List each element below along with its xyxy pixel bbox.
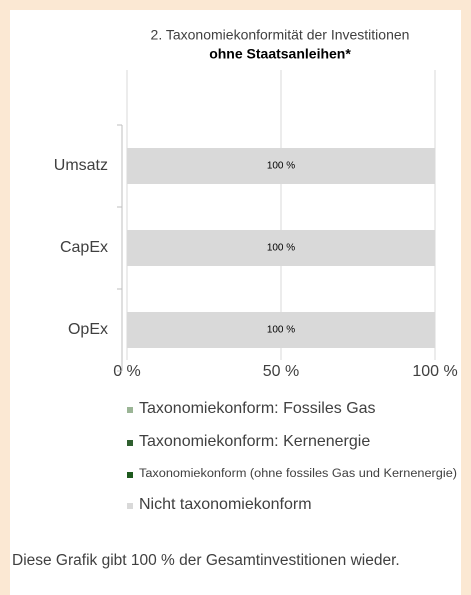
x-tick-label: 50 % <box>263 363 299 380</box>
value-label: 100 % <box>267 243 295 254</box>
bar-segment <box>127 148 435 184</box>
bar-segment <box>127 312 435 348</box>
y-tick-label: Umsatz <box>54 157 108 174</box>
footnote-box: Diese Grafik gibt 100 % der Gesamtinvest… <box>12 552 400 569</box>
value-label: 100 % <box>267 161 295 172</box>
panel <box>10 10 461 595</box>
y-tick-label: CapEx <box>60 239 108 256</box>
legend-swatch <box>127 503 133 509</box>
legend-swatch <box>127 407 133 413</box>
bar-segment <box>127 230 435 266</box>
chart-subtitle: ohne Staatsanleihen* <box>209 46 351 62</box>
legend-label: Taxonomiekonform: Fossiles Gas <box>139 400 376 417</box>
x-tick-label: 100 % <box>412 363 457 380</box>
footnote: Diese Grafik gibt 100 % der Gesamtinvest… <box>12 552 400 569</box>
legend-label: Taxonomiekonform: Kernenergie <box>139 433 370 450</box>
legend-swatch <box>127 440 133 446</box>
chart-title: 2. Taxonomiekonformität der Investitione… <box>151 27 410 43</box>
value-label: 100 % <box>267 325 295 336</box>
legend-swatch <box>127 472 133 478</box>
x-tick-label: 0 % <box>113 363 141 380</box>
legend-label: Taxonomiekonform (ohne fossiles Gas und … <box>139 468 457 480</box>
legend-label: Nicht taxonomiekonform <box>139 496 312 513</box>
y-tick-label: OpEx <box>68 321 108 338</box>
